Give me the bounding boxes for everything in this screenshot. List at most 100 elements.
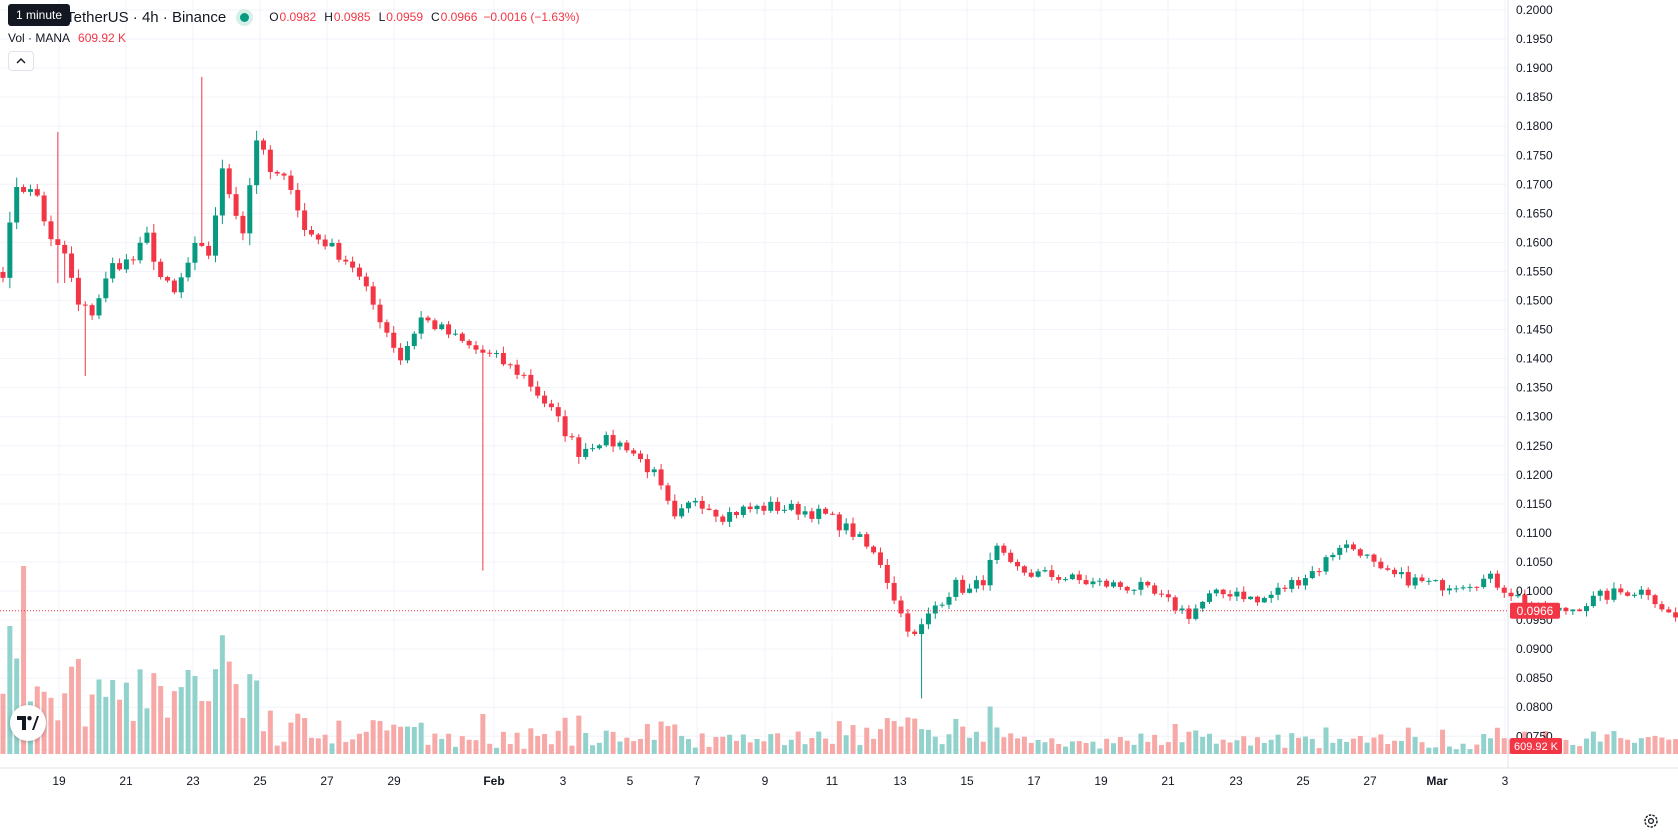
axis-badges: 0.0966 609.92 K: [1510, 602, 1562, 754]
volume-bar: [48, 697, 54, 754]
volume-bar: [315, 738, 321, 754]
volume-bar: [740, 734, 746, 754]
tradingview-logo-icon[interactable]: [10, 705, 46, 741]
volume-bar: [1460, 743, 1466, 754]
volume-bar: [1604, 734, 1610, 754]
volume-bar: [864, 727, 870, 754]
candle-body: [302, 210, 308, 231]
time-tick-label: 13: [893, 774, 907, 788]
volume-bar: [644, 724, 650, 754]
candle-body: [1673, 612, 1678, 618]
candle-body: [1220, 589, 1226, 595]
volume-bar: [733, 740, 739, 754]
volume-bar: [665, 725, 671, 754]
volume-bar: [1158, 745, 1164, 754]
candle-body: [548, 403, 554, 408]
volume-bar: [905, 717, 911, 754]
collapse-legend-button[interactable]: [8, 51, 34, 71]
price-tick-label: 0.1700: [1516, 177, 1553, 191]
volume-bar: [343, 742, 349, 754]
volume-bar: [1001, 737, 1007, 754]
price-axis[interactable]: 0.2000 0.1950 0.1900 0.1850 0.1800 0.1750 0.17…: [1516, 3, 1553, 743]
candle-body: [350, 261, 356, 268]
candle-body: [1254, 596, 1260, 603]
volume-bar: [1302, 736, 1308, 754]
volume-bar: [542, 734, 548, 754]
candle-body: [480, 349, 486, 353]
candle-body: [1063, 579, 1069, 581]
candle-body: [315, 234, 321, 240]
candle-body: [1152, 585, 1158, 594]
candle-body: [816, 508, 822, 519]
time-tick-label: 3: [560, 774, 567, 788]
volume-bar: [1193, 730, 1199, 754]
market-status-icon: [240, 12, 250, 22]
candle-body: [1001, 545, 1007, 553]
volume-bar: [932, 736, 938, 754]
candle-body: [555, 407, 561, 417]
price-tick-label: 0.1650: [1516, 206, 1553, 220]
volume-badge-text: 609.92 K: [1514, 741, 1559, 753]
price-tick-label: 0.1350: [1516, 381, 1553, 395]
candle-body: [425, 317, 431, 321]
candle-body: [404, 346, 410, 361]
volume-bar: [123, 682, 129, 754]
candle-body: [165, 277, 171, 281]
volume-bar: [1316, 748, 1322, 754]
candle-body: [1638, 589, 1644, 595]
volume-bar: [994, 727, 1000, 754]
volume-bar: [1371, 737, 1377, 754]
volume-bar: [555, 730, 561, 754]
candle-body: [665, 485, 671, 501]
volume-bar: [1453, 749, 1459, 754]
volume-bar: [1666, 739, 1672, 754]
price-tick-label: 0.1300: [1516, 410, 1553, 424]
candle-body: [1659, 604, 1665, 610]
candle-body: [877, 552, 883, 565]
volume-bar: [960, 726, 966, 754]
gear-icon[interactable]: [1642, 812, 1660, 830]
volume-bar: [363, 731, 369, 754]
volume-bar: [308, 737, 314, 754]
volume-bar: [1261, 742, 1267, 754]
volume-bar: [240, 718, 246, 754]
price-tick-label: 0.1800: [1516, 119, 1553, 133]
time-axis[interactable]: 19 21 23 25 27 29 Feb 3 5 7 9 11 13 15 17 19 21 23 25 27 Mar…: [52, 774, 1508, 788]
candle-body: [960, 579, 966, 593]
candle-body: [1172, 597, 1178, 611]
grid: [0, 0, 1678, 769]
volume-bar: [487, 743, 493, 754]
volume-bar: [1111, 743, 1117, 754]
volume-bar: [377, 721, 383, 754]
volume-bar: [1625, 739, 1631, 754]
candle-body: [14, 186, 20, 223]
volume-bar: [836, 721, 842, 754]
candle-body: [89, 305, 95, 316]
candle-body: [761, 505, 767, 511]
candle-body: [1241, 591, 1247, 600]
tradingview-mark: [17, 716, 39, 730]
candle-body: [802, 511, 808, 515]
candle-body: [336, 242, 342, 260]
candle-body: [843, 523, 849, 531]
volume-value: 609.92 K: [78, 31, 127, 45]
volume-bar: [1364, 742, 1370, 754]
volume-bar: [1419, 742, 1425, 754]
volume-label: Vol · MANA: [8, 31, 71, 45]
candle-body: [617, 442, 623, 447]
volume-bar: [329, 743, 335, 754]
time-tick-label: 21: [119, 774, 133, 788]
volume-bar: [1124, 740, 1130, 754]
volume-bar: [1323, 727, 1329, 754]
candle-body: [391, 332, 397, 348]
candle-body: [706, 508, 712, 510]
candle-body: [932, 605, 938, 614]
candle-body: [507, 364, 513, 366]
volume-bar: [55, 720, 61, 754]
candle-body: [192, 242, 198, 263]
candle-body: [1625, 592, 1631, 596]
candle-body: [1645, 589, 1651, 596]
candle-body: [137, 242, 143, 261]
volume-bar: [1577, 746, 1583, 754]
